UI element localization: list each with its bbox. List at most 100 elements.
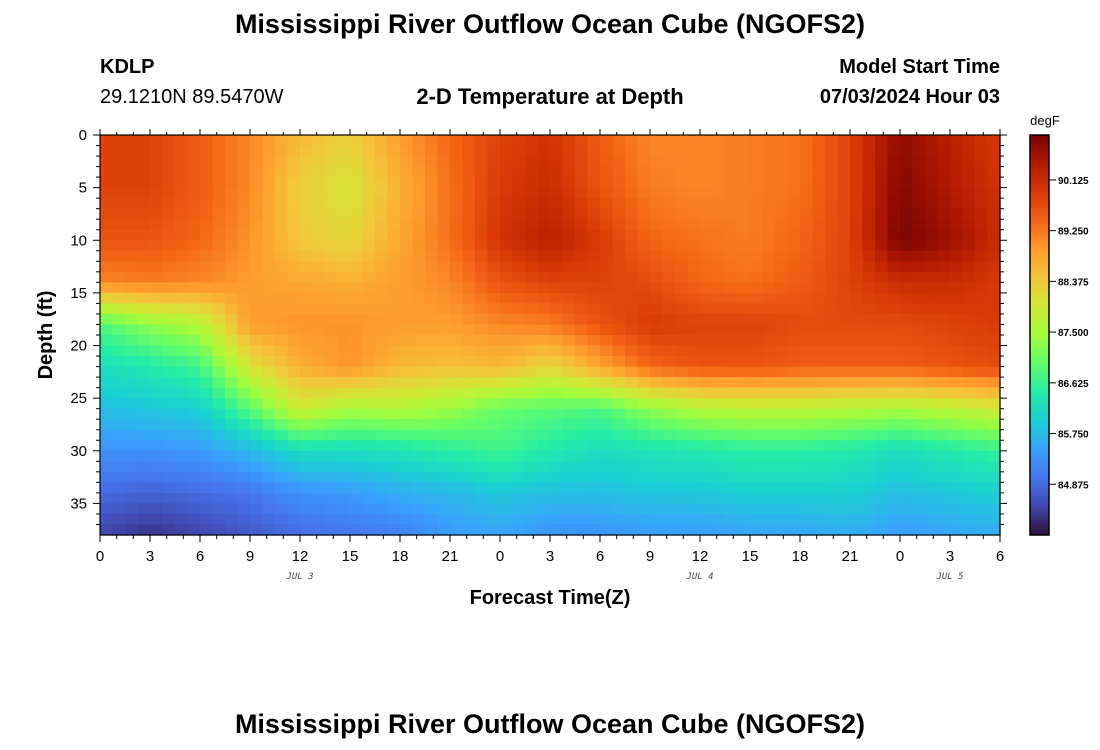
heatmap-cell xyxy=(862,377,876,389)
heatmap-cell xyxy=(437,177,451,189)
heatmap-cell xyxy=(312,219,326,231)
heatmap-cell xyxy=(900,261,914,273)
heatmap-cell xyxy=(650,429,664,441)
heatmap-cell xyxy=(500,240,514,252)
heatmap-cell xyxy=(825,145,839,157)
heatmap-cell xyxy=(300,324,314,336)
heatmap-cell xyxy=(712,135,726,147)
heatmap-cell xyxy=(600,513,614,526)
heatmap-cell xyxy=(150,271,164,283)
heatmap-cell xyxy=(900,250,914,262)
heatmap-cell xyxy=(650,166,664,178)
heatmap-cell xyxy=(950,387,964,399)
heatmap-cell xyxy=(912,229,926,241)
heatmap-cell xyxy=(300,282,314,294)
heatmap-cell xyxy=(625,303,639,315)
heatmap-cell xyxy=(125,419,139,431)
heatmap-cell xyxy=(200,208,214,220)
heatmap-cell xyxy=(775,145,789,157)
heatmap-cell xyxy=(150,313,164,326)
heatmap-cell xyxy=(550,345,564,357)
heatmap-cell xyxy=(362,387,376,399)
heatmap-cell xyxy=(312,335,326,347)
heatmap-cell xyxy=(800,261,814,273)
heatmap-cell xyxy=(100,503,114,515)
heatmap-cell xyxy=(600,398,614,410)
heatmap-cell xyxy=(950,303,964,315)
heatmap-cell xyxy=(400,177,414,189)
heatmap-cell xyxy=(850,282,864,294)
heatmap-cell xyxy=(112,156,126,168)
heatmap-cell xyxy=(100,324,114,336)
heatmap-cell xyxy=(150,135,164,147)
heatmap-cell xyxy=(800,503,814,515)
heatmap-cell xyxy=(487,513,501,526)
heatmap-cell xyxy=(125,208,139,220)
heatmap-cell xyxy=(625,482,639,494)
heatmap-cell xyxy=(100,440,114,452)
heatmap-cell xyxy=(112,135,126,147)
heatmap-cell xyxy=(900,387,914,399)
heatmap-cell xyxy=(575,440,589,452)
heatmap-cell xyxy=(212,408,226,420)
heatmap-cell xyxy=(850,524,864,536)
heatmap-cell xyxy=(887,292,901,305)
heatmap-cell xyxy=(437,408,451,420)
heatmap-cell xyxy=(762,177,776,189)
heatmap-cell xyxy=(775,377,789,389)
heatmap-cell xyxy=(250,261,264,273)
heatmap-cell xyxy=(937,461,951,473)
heatmap-cell xyxy=(362,166,376,178)
heatmap-cell xyxy=(987,419,1001,431)
heatmap-cell xyxy=(287,440,301,452)
heatmap-cell xyxy=(425,471,439,483)
heatmap-cell xyxy=(112,271,126,283)
heatmap-cell xyxy=(112,356,126,368)
heatmap-cell xyxy=(425,324,439,336)
heatmap-cell xyxy=(700,187,714,199)
heatmap-cell xyxy=(150,398,164,410)
heatmap-cell xyxy=(137,187,151,199)
heatmap-cell xyxy=(425,408,439,420)
heatmap-cell xyxy=(462,524,476,536)
heatmap-cell xyxy=(887,335,901,347)
heatmap-cell xyxy=(300,450,314,462)
heatmap-cell xyxy=(450,145,464,157)
heatmap-cell xyxy=(700,250,714,262)
heatmap-cell xyxy=(100,229,114,241)
heatmap-cell xyxy=(925,377,939,389)
heatmap-cell xyxy=(975,503,989,515)
model-start-value: 07/03/2024 Hour 03 xyxy=(819,86,1000,108)
heatmap-cell xyxy=(337,303,351,315)
heatmap-cell xyxy=(600,313,614,326)
heatmap-cell xyxy=(912,356,926,368)
heatmap-cell xyxy=(975,250,989,262)
heatmap-cell xyxy=(475,282,489,294)
heatmap-cell xyxy=(287,356,301,368)
x-tick-label: 0 xyxy=(496,548,504,565)
heatmap-cell xyxy=(225,166,239,178)
heatmap-cell xyxy=(800,324,814,336)
heatmap-cell xyxy=(837,156,851,168)
heatmap-cell xyxy=(425,166,439,178)
colorbar-tick-label: 89.250 xyxy=(1058,227,1089,238)
heatmap-cell xyxy=(937,398,951,410)
heatmap-cell xyxy=(812,377,826,389)
heatmap-cell xyxy=(125,229,139,241)
heatmap-cell xyxy=(787,356,801,368)
heatmap-cell xyxy=(225,482,239,494)
heatmap-cell xyxy=(812,219,826,231)
heatmap-cell xyxy=(900,335,914,347)
heatmap-cell xyxy=(787,503,801,515)
x-tick-label: 6 xyxy=(196,548,204,565)
heatmap-cell xyxy=(125,450,139,462)
heatmap-cell xyxy=(362,429,376,441)
heatmap-cell xyxy=(937,208,951,220)
heatmap-cell xyxy=(837,492,851,505)
heatmap-cell xyxy=(875,335,889,347)
heatmap-cell xyxy=(925,387,939,399)
heatmap-cell xyxy=(925,398,939,410)
x-axis-title: Forecast Time(Z) xyxy=(470,587,631,609)
heatmap-cell xyxy=(112,282,126,294)
heatmap-cell xyxy=(100,187,114,199)
